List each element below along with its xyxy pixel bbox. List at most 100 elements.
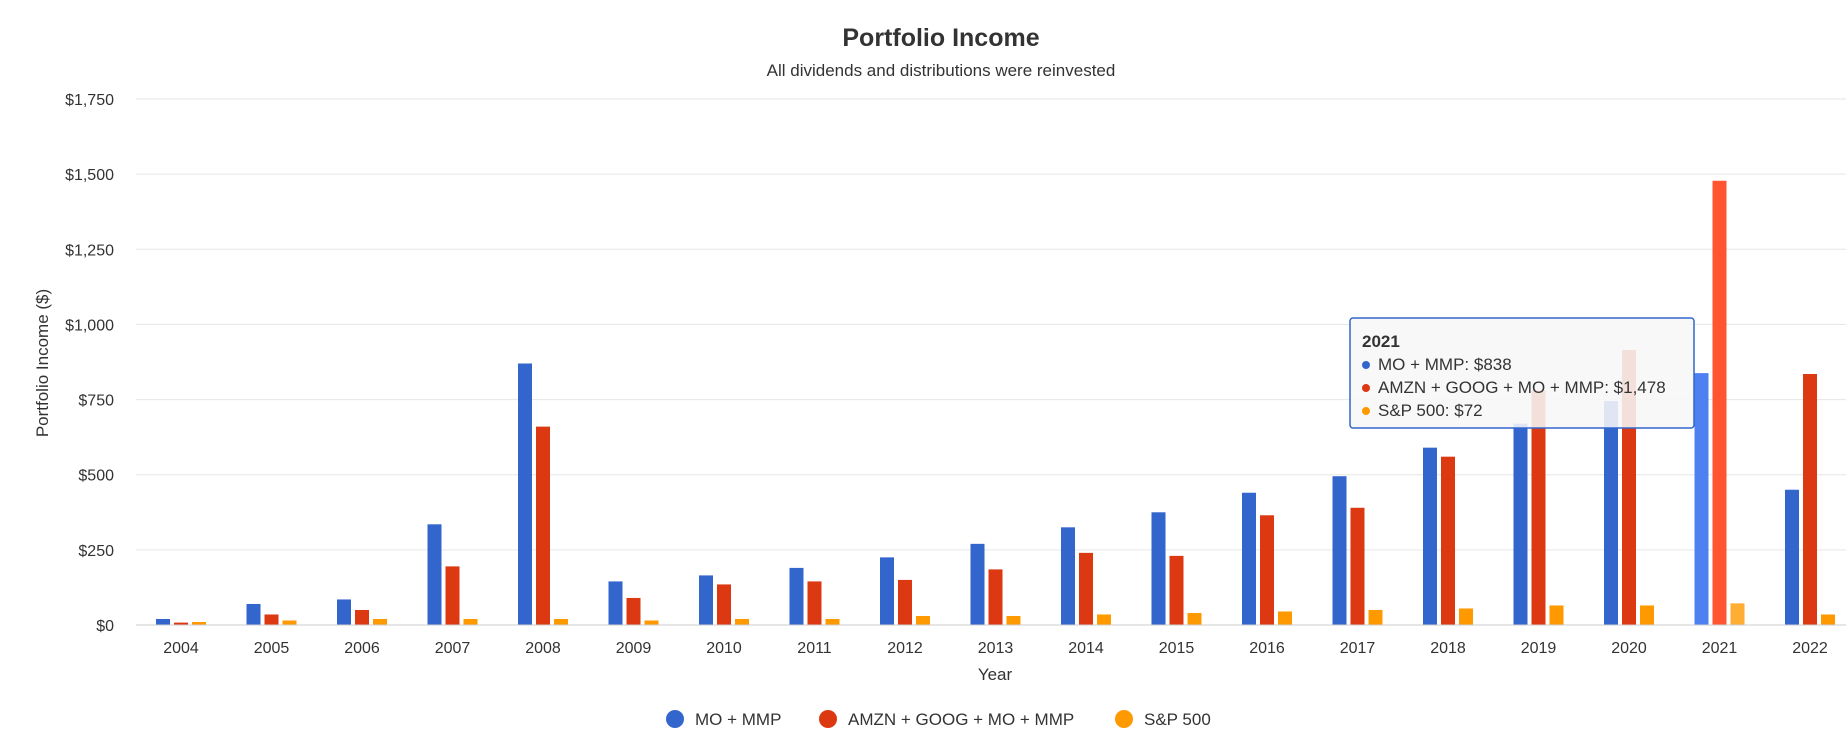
tooltip-line: AMZN + GOOG + MO + MMP: $1,478	[1378, 378, 1666, 397]
bar-amzn-goog-mo-mmp-2004	[174, 622, 188, 625]
x-tick-label: 2015	[1159, 640, 1195, 657]
y-tick-label: $0	[96, 618, 114, 635]
bar-s-p-500-2007	[463, 618, 478, 625]
bar-s-p-500-2016	[1278, 611, 1292, 625]
legend-label: AMZN + GOOG + MO + MMP	[848, 710, 1074, 729]
legend-item: AMZN + GOOG + MO + MMP	[819, 710, 1074, 729]
x-tick-label: 2020	[1611, 640, 1647, 657]
x-tick-label: 2004	[163, 640, 199, 657]
y-tick-label: $250	[78, 543, 114, 560]
bar-s-p-500-2017	[1368, 609, 1383, 625]
bar-amzn-goog-mo-mmp-2009	[626, 597, 641, 625]
x-tick-label: 2019	[1521, 640, 1557, 657]
x-tick-label: 2022	[1792, 640, 1828, 657]
y-axis-title: Portfolio Income ($)	[33, 289, 52, 437]
bar-mo-mmp-2017	[1332, 476, 1347, 625]
bar-mo-mmp-2015	[1151, 512, 1166, 625]
legend-marker	[666, 710, 684, 728]
y-tick-label: $1,500	[65, 167, 114, 184]
x-tick-label: 2009	[616, 640, 652, 657]
legend: MO + MMP AMZN + GOOG + MO + MMP S&P 500	[666, 710, 1211, 729]
x-tick-label: 2008	[525, 640, 561, 657]
bar-mo-mmp-2008	[518, 363, 532, 625]
bar-s-p-500-2022	[1821, 614, 1835, 625]
legend-marker	[1115, 710, 1133, 728]
y-axis-ticks: $0 $250 $500 $750 $1,000 $1,250 $1,500 $1,750	[65, 92, 114, 635]
bar-mo-mmp-2021	[1694, 373, 1709, 625]
bar-s-p-500-2004	[192, 621, 206, 625]
bar-amzn-goog-mo-mmp-2019	[1531, 390, 1546, 625]
bar-amzn-goog-mo-mmp-2018	[1441, 456, 1455, 625]
bar-s-p-500-2020	[1640, 605, 1654, 625]
bar-mo-mmp-2004	[156, 618, 170, 625]
x-tick-label: 2007	[435, 640, 471, 657]
bar-s-p-500-2013	[1006, 615, 1021, 625]
bar-s-p-500-2019	[1549, 605, 1564, 625]
x-tick-label: 2017	[1340, 640, 1376, 657]
legend-item: S&P 500	[1115, 710, 1211, 729]
bar-mo-mmp-2022	[1785, 489, 1799, 625]
tooltip-line: MO + MMP: $838	[1378, 355, 1512, 374]
bar-mo-mmp-2009	[608, 581, 623, 625]
tooltip: 2021 MO + MMP: $838 AMZN + GOOG + MO + MMP…	[1349, 317, 1695, 429]
y-tick-label: $750	[78, 393, 114, 410]
chart-subtitle: All dividends and distributions were rei…	[767, 61, 1116, 80]
bar-amzn-goog-mo-mmp-2013	[988, 569, 1003, 625]
bar-amzn-goog-mo-mmp-2005	[264, 614, 279, 625]
bar-mo-mmp-2016	[1242, 492, 1256, 625]
tooltip-bullet	[1362, 384, 1370, 392]
bar-mo-mmp-2007	[427, 524, 442, 625]
bar-s-p-500-2015	[1187, 612, 1202, 625]
y-tick-label: $1,250	[65, 242, 114, 259]
x-tick-label: 2013	[978, 640, 1014, 657]
bar-mo-mmp-2019	[1513, 423, 1528, 625]
x-axis-title: Year	[978, 665, 1013, 684]
x-tick-label: 2010	[706, 640, 742, 657]
bar-mo-mmp-2010	[699, 575, 713, 625]
x-tick-label: 2018	[1430, 640, 1466, 657]
bar-amzn-goog-mo-mmp-2011	[807, 581, 822, 625]
x-axis-ticks: 2004 2005 2006 2007 2008 2009 2010 2011 2012 2013…	[163, 640, 1828, 657]
y-tick-label: $1,750	[65, 92, 114, 109]
tooltip-title: 2021	[1362, 332, 1400, 351]
bar-s-p-500-2012	[916, 615, 930, 625]
bar-mo-mmp-2011	[789, 567, 804, 625]
bar-s-p-500-2018	[1459, 608, 1473, 625]
bar-mo-mmp-2013	[970, 543, 985, 625]
x-tick-label: 2012	[887, 640, 923, 657]
x-tick-label: 2016	[1249, 640, 1285, 657]
bar-amzn-goog-mo-mmp-2017	[1350, 507, 1365, 625]
bar-amzn-goog-mo-mmp-2016	[1260, 515, 1274, 625]
bar-amzn-goog-mo-mmp-2010	[717, 584, 731, 625]
tooltip-box	[1349, 317, 1695, 429]
x-tick-label: 2014	[1068, 640, 1104, 657]
bar-mo-mmp-2012	[880, 557, 894, 625]
bar-amzn-goog-mo-mmp-2021	[1712, 180, 1727, 625]
bar-mo-mmp-2018	[1423, 447, 1437, 625]
bar-amzn-goog-mo-mmp-2015	[1169, 555, 1184, 625]
y-tick-label: $1,000	[65, 317, 114, 334]
gridlines	[136, 98, 1846, 551]
x-tick-label: 2006	[344, 640, 380, 657]
bar-mo-mmp-2005	[246, 603, 261, 625]
bar-amzn-goog-mo-mmp-2022	[1803, 374, 1817, 625]
bar-s-p-500-2006	[373, 618, 387, 625]
bar-mo-mmp-2014	[1061, 527, 1075, 625]
bar-s-p-500-2021	[1730, 603, 1745, 625]
bar-mo-mmp-2020	[1604, 401, 1618, 625]
bar-amzn-goog-mo-mmp-2007	[445, 566, 460, 625]
bar-mo-mmp-2006	[337, 599, 351, 625]
bar-s-p-500-2011	[825, 618, 840, 625]
bars	[156, 180, 1835, 625]
bar-amzn-goog-mo-mmp-2008	[536, 426, 550, 625]
legend-marker	[819, 710, 837, 728]
bar-s-p-500-2014	[1097, 614, 1111, 625]
tooltip-line: S&P 500: $72	[1378, 401, 1483, 420]
bar-amzn-goog-mo-mmp-2006	[355, 609, 369, 625]
x-tick-label: 2005	[254, 640, 290, 657]
bar-s-p-500-2008	[554, 618, 568, 625]
legend-item: MO + MMP	[666, 710, 781, 729]
legend-label: MO + MMP	[695, 710, 781, 729]
bar-s-p-500-2010	[735, 618, 749, 625]
